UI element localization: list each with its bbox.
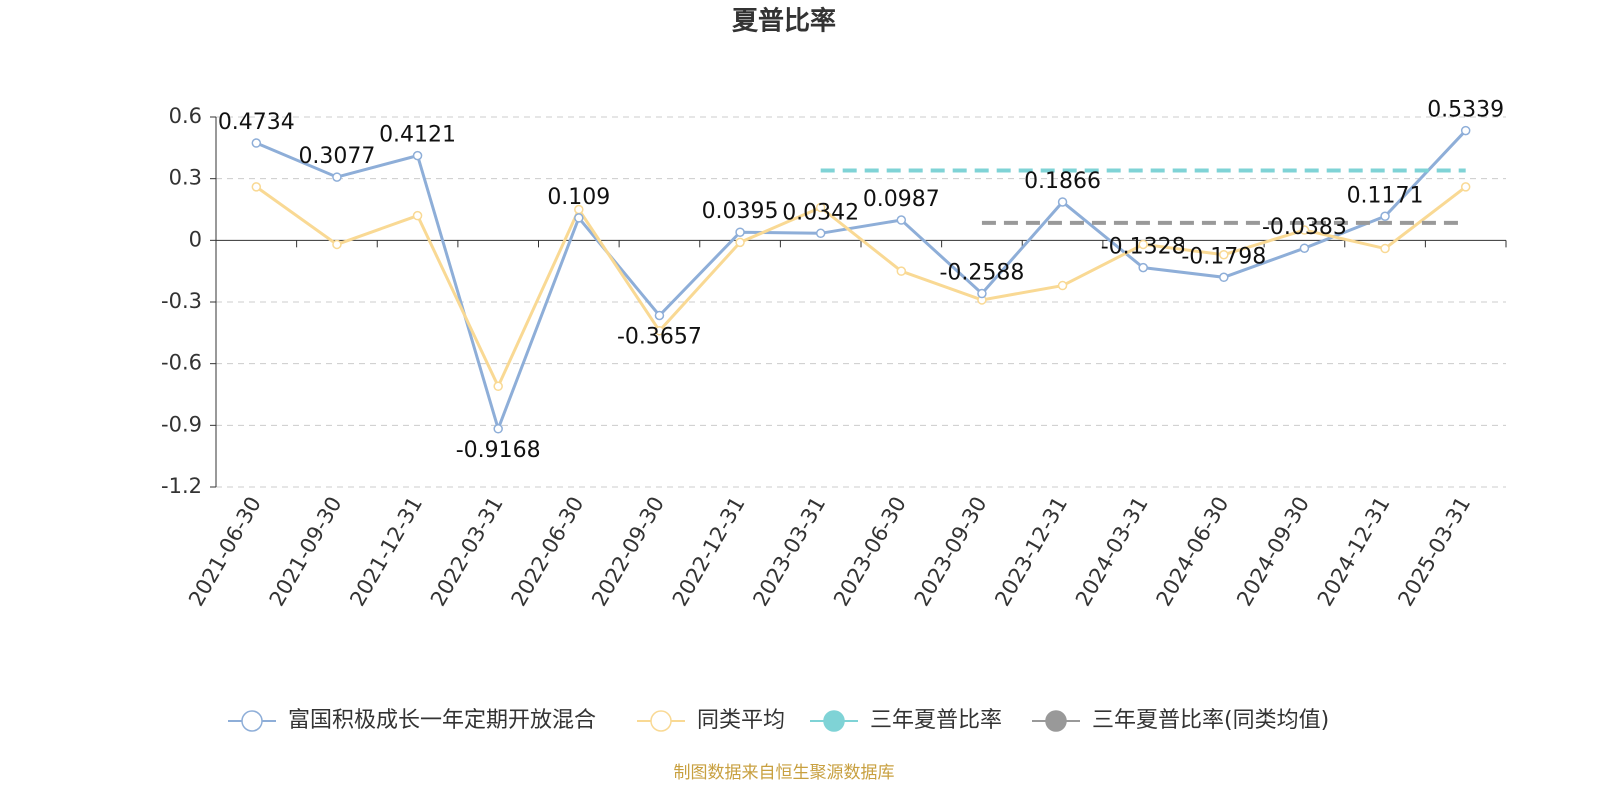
x-tick-label: 2022-09-30 <box>587 493 669 611</box>
x-tick-label: 2024-12-31 <box>1313 493 1395 611</box>
y-tick-label: -0.6 <box>161 351 202 375</box>
point <box>332 239 342 250</box>
x-tick-label: 2023-09-30 <box>910 493 992 611</box>
point <box>977 288 987 299</box>
y-tick-label: 0.3 <box>169 166 202 190</box>
point <box>251 182 262 192</box>
data-label: -0.0383 <box>1262 215 1347 240</box>
point <box>815 228 826 239</box>
x-tick-label: 2024-09-30 <box>1232 493 1314 611</box>
y-tick-label: -0.9 <box>161 412 202 436</box>
point <box>493 424 503 434</box>
point <box>1138 262 1148 273</box>
data-label: -0.2588 <box>939 261 1024 286</box>
data-label: 0.0395 <box>702 199 779 224</box>
point <box>1138 239 1148 250</box>
x-tick-label: 2022-03-31 <box>426 493 508 611</box>
data-label: 0.0342 <box>782 200 859 225</box>
legend-symbol <box>1045 710 1067 732</box>
chart-title: 夏普比率 <box>732 6 836 37</box>
y-tick-label: -0.3 <box>161 289 202 313</box>
y-tick-label: 0.6 <box>169 104 202 128</box>
point <box>332 172 342 182</box>
legend-symbol <box>823 710 845 732</box>
point <box>412 150 423 161</box>
data-label: 0.5339 <box>1427 98 1504 123</box>
point <box>1380 211 1390 222</box>
point <box>1057 197 1068 207</box>
point <box>896 215 907 225</box>
x-tick-label: 2022-12-31 <box>668 493 750 611</box>
point <box>574 213 584 223</box>
x-tick-label: 2022-06-30 <box>507 493 589 611</box>
series-line <box>255 185 1467 390</box>
point <box>1219 272 1229 283</box>
x-tick-label: 2025-03-31 <box>1393 493 1475 611</box>
point <box>735 227 745 237</box>
data-label: -0.1328 <box>1101 235 1186 260</box>
data-label: 0.3077 <box>298 144 375 169</box>
point <box>251 138 262 148</box>
point <box>896 266 907 276</box>
legend-label: 同类平均 <box>697 708 785 733</box>
data-label: -0.3657 <box>617 325 702 350</box>
point <box>1299 243 1310 253</box>
point <box>1299 225 1310 235</box>
x-tick-label: 2021-06-30 <box>184 493 266 611</box>
legend-label: 三年夏普比率(同类均值) <box>1092 708 1329 733</box>
legend-symbol <box>650 710 672 732</box>
point <box>1380 243 1390 254</box>
x-tick-label: 2023-12-31 <box>990 493 1072 611</box>
y-tick-label: -1.2 <box>161 474 202 498</box>
point <box>815 202 826 213</box>
legend-label: 富国积极成长一年定期开放混合 <box>288 708 596 733</box>
point <box>654 326 665 336</box>
point <box>412 210 423 221</box>
data-label: 0.4734 <box>218 110 295 135</box>
data-label: -0.1798 <box>1181 244 1266 269</box>
x-tick-label: 2021-12-31 <box>345 493 427 611</box>
point <box>493 381 503 392</box>
x-tick-label: 2023-03-31 <box>748 493 830 611</box>
point <box>1460 125 1471 136</box>
x-tick-label: 2024-06-30 <box>1152 493 1234 611</box>
y-tick-label: 0 <box>189 227 202 251</box>
data-label: 0.1171 <box>1347 183 1424 208</box>
point <box>1219 249 1229 260</box>
legend-symbol <box>241 710 263 732</box>
point <box>735 237 745 248</box>
x-tick-label: 2023-06-30 <box>829 493 911 611</box>
data-label: 0.4121 <box>379 123 456 148</box>
series-line <box>255 129 1467 434</box>
data-label: 0.109 <box>547 185 610 210</box>
point <box>654 310 665 321</box>
data-label: 0.1866 <box>1024 169 1101 194</box>
point <box>1057 280 1068 291</box>
legend-label: 三年夏普比率 <box>870 708 1002 733</box>
point <box>1460 182 1471 192</box>
source-note: 制图数据来自恒生聚源数据库 <box>674 763 895 783</box>
data-label: -0.9168 <box>456 438 541 463</box>
x-tick-label: 2024-03-31 <box>1071 493 1153 611</box>
data-label: 0.0987 <box>863 187 940 212</box>
x-tick-label: 2021-09-30 <box>265 493 347 611</box>
